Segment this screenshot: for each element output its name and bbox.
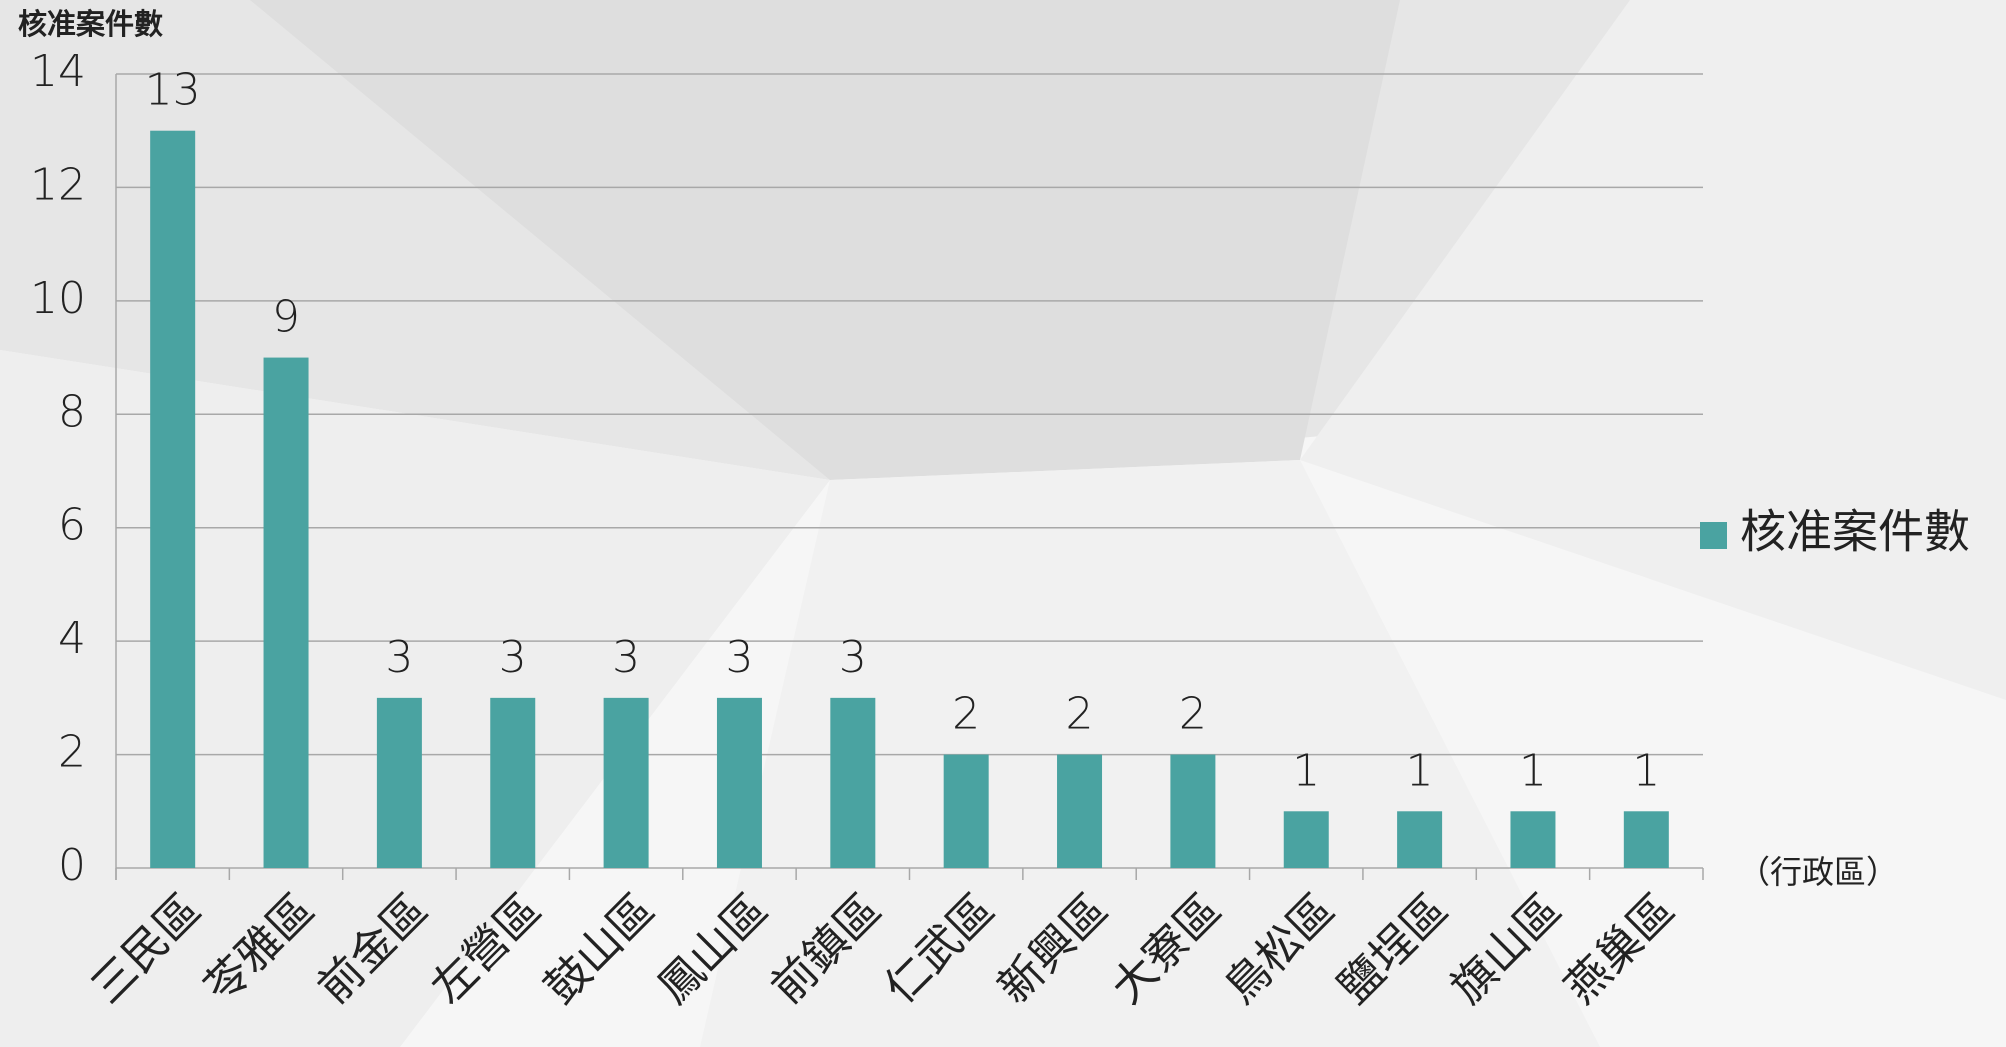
data-label: 2 — [952, 689, 980, 740]
y-tick-label: 4 — [58, 613, 86, 664]
data-label: 1 — [1406, 745, 1434, 796]
bar — [376, 697, 422, 868]
bar — [1510, 811, 1556, 868]
bar — [1057, 754, 1103, 868]
bar — [830, 697, 876, 868]
legend-swatch — [1700, 522, 1727, 549]
data-label: 13 — [145, 65, 201, 116]
bar — [1397, 811, 1443, 868]
y-axis-title: 核准案件數 — [18, 7, 163, 41]
bar — [490, 697, 536, 868]
bar — [1623, 811, 1669, 868]
y-tick-label: 0 — [58, 840, 86, 891]
x-axis-title: （行政區） — [1738, 853, 1898, 891]
data-label: 2 — [1066, 689, 1094, 740]
y-tick-label: 14 — [30, 46, 86, 97]
data-label: 3 — [839, 632, 867, 683]
bar — [716, 697, 762, 868]
y-tick-label: 6 — [58, 500, 86, 551]
data-label: 1 — [1632, 745, 1660, 796]
y-tick-label: 12 — [30, 159, 86, 210]
data-label: 3 — [612, 632, 640, 683]
y-tick-label: 8 — [58, 386, 86, 437]
bar — [603, 697, 649, 868]
legend-label: 核准案件數 — [1740, 505, 1970, 559]
y-tick-label: 10 — [30, 273, 86, 324]
bar — [1170, 754, 1216, 868]
bar — [150, 130, 196, 868]
data-label: 2 — [1179, 689, 1207, 740]
data-label: 3 — [499, 632, 527, 683]
data-label: 9 — [272, 292, 300, 343]
data-label: 3 — [725, 632, 753, 683]
data-label: 1 — [1292, 745, 1320, 796]
bar — [943, 754, 989, 868]
bar — [1283, 811, 1329, 868]
data-label: 3 — [385, 632, 413, 683]
y-tick-label: 2 — [58, 727, 86, 778]
data-label: 1 — [1519, 745, 1547, 796]
bar — [263, 357, 309, 868]
